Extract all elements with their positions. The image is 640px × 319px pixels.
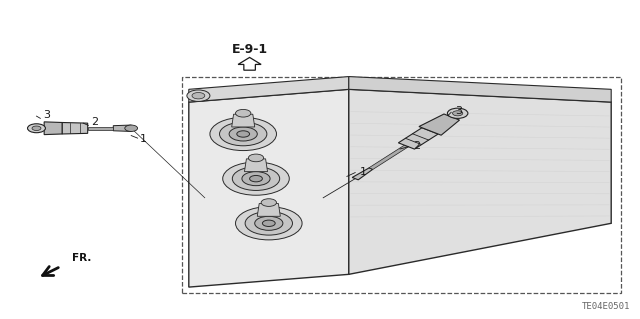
Circle shape <box>237 131 250 137</box>
Circle shape <box>248 154 264 162</box>
Circle shape <box>261 199 276 206</box>
Bar <box>182 77 621 293</box>
Circle shape <box>28 124 45 133</box>
Polygon shape <box>232 114 255 127</box>
Circle shape <box>192 93 205 99</box>
Circle shape <box>255 216 283 230</box>
Text: FR.: FR. <box>72 253 92 263</box>
Circle shape <box>125 125 138 131</box>
Polygon shape <box>349 89 611 274</box>
Polygon shape <box>62 122 88 134</box>
Circle shape <box>223 162 289 195</box>
Text: 2: 2 <box>413 141 420 151</box>
Text: 1: 1 <box>360 167 367 177</box>
Circle shape <box>229 127 257 141</box>
Polygon shape <box>398 128 438 149</box>
Text: 3: 3 <box>44 110 51 120</box>
Text: 1: 1 <box>140 134 147 144</box>
Circle shape <box>236 109 251 117</box>
Circle shape <box>232 167 280 190</box>
Circle shape <box>242 172 270 186</box>
Polygon shape <box>189 77 349 102</box>
Text: 3: 3 <box>455 106 462 116</box>
Polygon shape <box>257 204 280 216</box>
Circle shape <box>236 207 302 240</box>
Polygon shape <box>238 57 261 70</box>
Circle shape <box>245 211 292 235</box>
Circle shape <box>452 111 463 116</box>
Polygon shape <box>44 122 62 135</box>
Polygon shape <box>244 159 268 172</box>
Circle shape <box>250 175 262 182</box>
Circle shape <box>447 108 468 118</box>
Polygon shape <box>419 114 460 135</box>
Circle shape <box>32 126 41 130</box>
Polygon shape <box>352 168 372 180</box>
Text: 2: 2 <box>91 117 98 127</box>
Polygon shape <box>88 127 113 130</box>
Polygon shape <box>369 145 408 169</box>
Circle shape <box>220 122 267 146</box>
Polygon shape <box>189 89 349 287</box>
Circle shape <box>210 117 276 151</box>
Text: TE04E0501: TE04E0501 <box>582 302 630 311</box>
Polygon shape <box>349 77 611 102</box>
Polygon shape <box>113 125 131 131</box>
Circle shape <box>262 220 275 226</box>
Text: E-9-1: E-9-1 <box>232 43 268 56</box>
Circle shape <box>187 90 210 101</box>
